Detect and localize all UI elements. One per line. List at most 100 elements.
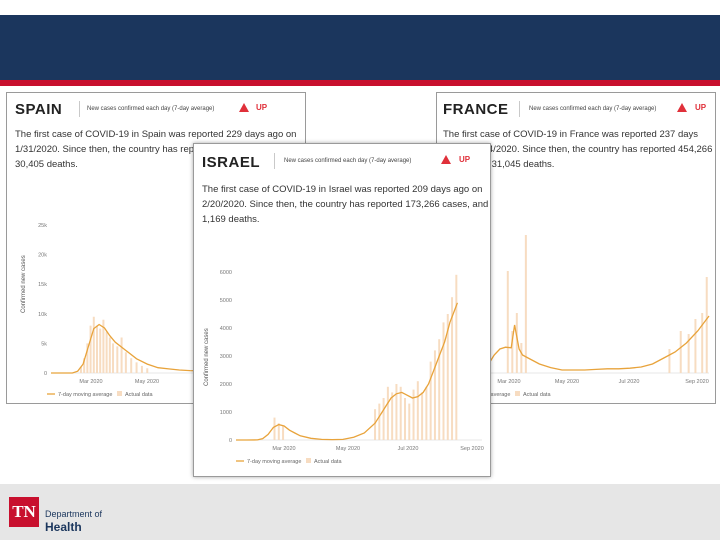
data-bar	[135, 362, 138, 373]
y-tick-label: 4000	[220, 326, 232, 332]
data-bar	[687, 334, 690, 373]
data-bar	[105, 331, 108, 373]
metric-label: New cases confirmed each day (7-day aver…	[87, 106, 215, 112]
x-tick-label: May 2020	[555, 379, 579, 385]
y-tick-label: 3000	[220, 354, 232, 360]
data-bar	[273, 417, 276, 440]
y-tick-label: 5k	[41, 341, 47, 347]
summary-text: The first case of COVID-19 in Spain was …	[15, 129, 302, 170]
divider	[519, 101, 520, 117]
data-bar	[679, 331, 682, 373]
health-label: Health	[45, 520, 82, 534]
chart-israel: 0 1000 2000 3000 4000 5000 6000 Mar 2020 May 202…	[220, 270, 484, 465]
data-bar	[425, 386, 428, 440]
data-bar	[79, 367, 82, 373]
data-bar	[442, 322, 445, 440]
legend-swatch-bar	[306, 458, 311, 463]
data-bar	[515, 313, 518, 373]
data-bar	[108, 337, 111, 373]
data-bar	[391, 392, 394, 440]
legend-swatch-bar	[117, 391, 122, 396]
data-bar	[701, 313, 704, 373]
moving-average-line	[449, 315, 710, 374]
metric-label: New cases confirmed each day (7-day aver…	[529, 106, 657, 112]
x-tick-label: May 2020	[336, 446, 360, 452]
data-bar	[92, 316, 95, 373]
tn-logo: TN	[9, 497, 39, 527]
y-tick-label: 25k	[38, 223, 47, 229]
metric-label: New cases confirmed each day (7-day aver…	[284, 158, 412, 164]
x-tick-label: Jul 2020	[619, 379, 640, 385]
accent-rule	[0, 80, 720, 86]
summary-text: The first case of COVID-19 in Israel was…	[202, 184, 489, 225]
data-bar	[455, 274, 458, 440]
data-bar	[124, 352, 127, 373]
legend-label: Actual data	[125, 392, 153, 398]
data-bar	[446, 314, 449, 440]
x-tick-label: May 2020	[135, 379, 159, 385]
country-name: ISRAEL	[202, 154, 261, 171]
data-bar	[99, 328, 102, 373]
card-israel: ISRAEL New cases confirmed each day (7-d…	[193, 143, 491, 477]
title-band	[0, 15, 720, 80]
legend-swatch-bar	[515, 391, 520, 396]
data-bar	[120, 337, 123, 373]
data-bar	[386, 386, 389, 440]
data-bar	[112, 343, 115, 373]
data-bar	[116, 346, 119, 373]
y-tick-label: 5000	[220, 298, 232, 304]
data-bar	[416, 381, 419, 440]
up-arrow-icon	[677, 103, 687, 112]
status-up: UP	[256, 103, 268, 112]
data-bar	[95, 325, 98, 373]
moving-average-line	[236, 302, 459, 441]
data-bar	[382, 398, 385, 440]
y-tick-label: 10k	[38, 312, 47, 318]
legend-label: Actual data	[523, 392, 551, 398]
data-bar	[403, 398, 406, 440]
data-bar	[83, 358, 86, 373]
y-tick-label: 6000	[220, 270, 232, 276]
legend-label: 7-day moving average	[58, 392, 112, 398]
data-bar	[378, 403, 381, 440]
data-bar	[130, 358, 133, 373]
department-label: Department of	[45, 509, 103, 519]
data-bar	[429, 361, 432, 440]
summary-text: The first case of COVID-19 in France was…	[443, 129, 713, 170]
data-bar	[668, 349, 671, 373]
x-tick-label: Jul 2020	[398, 446, 419, 452]
data-bar	[146, 368, 149, 373]
data-bar	[506, 271, 509, 373]
x-tick-label: Mar 2020	[79, 379, 102, 385]
data-bar	[282, 426, 285, 440]
divider	[274, 153, 275, 169]
data-bar	[438, 339, 441, 440]
legend-label: 7-day moving average	[247, 459, 301, 465]
data-bar	[140, 365, 143, 373]
y-tick-label: 0	[229, 438, 232, 444]
data-bar	[694, 319, 697, 373]
x-tick-label: Mar 2020	[497, 379, 520, 385]
data-bar	[421, 392, 424, 440]
data-bar	[102, 319, 105, 373]
x-tick-label: Sep 2020	[460, 446, 484, 452]
data-bar	[451, 297, 454, 440]
data-bar	[89, 325, 92, 373]
data-bar	[399, 386, 402, 440]
data-bar	[520, 343, 523, 373]
x-tick-label: Mar 2020	[272, 446, 295, 452]
y-axis-label: Confirmed new cases	[21, 255, 27, 313]
divider	[79, 101, 80, 117]
y-tick-label: 20k	[38, 253, 47, 259]
data-bar	[277, 423, 280, 440]
data-bar	[433, 350, 436, 440]
up-arrow-icon	[239, 103, 249, 112]
footer	[0, 484, 720, 540]
data-bar	[524, 235, 527, 373]
y-tick-label: 0	[44, 371, 47, 377]
country-name: FRANCE	[443, 101, 509, 118]
country-name: SPAIN	[15, 101, 63, 118]
status-up: UP	[695, 103, 707, 112]
data-bar	[511, 331, 514, 373]
